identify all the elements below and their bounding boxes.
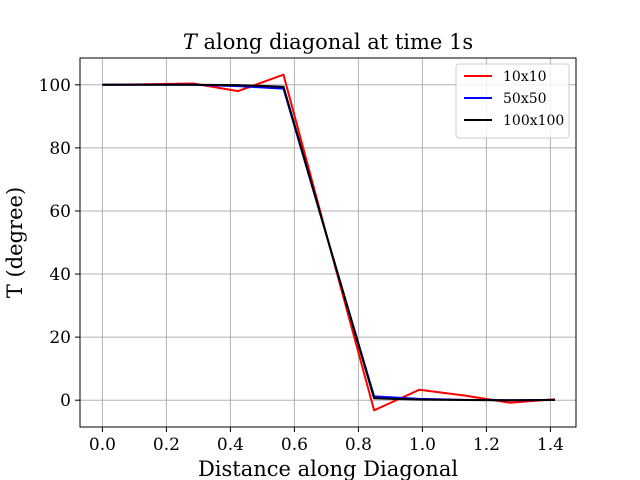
legend: 10x10 50x50 100x100 xyxy=(455,63,570,139)
legend-label-100x100: 100x100 xyxy=(503,113,564,129)
legend-label-10x10: 10x10 xyxy=(503,69,547,85)
y-tick-label: 0 xyxy=(60,391,71,411)
chart-title: T along diagonal at time 1s xyxy=(183,30,473,54)
x-tick-label: 0.2 xyxy=(153,435,180,455)
title-text: along diagonal at time 1s xyxy=(197,30,473,54)
axis-ticks: 0.0 0.2 0.4 0.6 0.8 1.0 1.2 1.4 0 20 40 60 80 100 xyxy=(39,76,564,455)
x-tick-label: 1.0 xyxy=(409,435,436,455)
x-tick-label: 1.4 xyxy=(537,435,564,455)
y-tick-label: 60 xyxy=(49,202,71,222)
y-tick-label: 100 xyxy=(39,76,71,96)
plot-series xyxy=(102,73,555,412)
series-line-100x100 xyxy=(102,83,555,402)
y-tick-label: 80 xyxy=(49,139,71,159)
title-symbol: T xyxy=(183,30,199,54)
x-tick-label: 1.2 xyxy=(473,435,500,455)
y-axis-label: T (degree) xyxy=(3,187,27,298)
x-tick-label: 0.6 xyxy=(281,435,308,455)
x-tick-label: 0.8 xyxy=(345,435,372,455)
x-axis-label: Distance along Diagonal xyxy=(198,457,458,480)
y-tick-label: 20 xyxy=(49,328,71,348)
x-tick-label: 0.0 xyxy=(89,435,116,455)
plot-frame xyxy=(79,57,577,428)
legend-label-50x50: 50x50 xyxy=(503,91,547,107)
x-tick-label: 0.4 xyxy=(217,435,244,455)
y-tick-label: 40 xyxy=(49,265,71,285)
